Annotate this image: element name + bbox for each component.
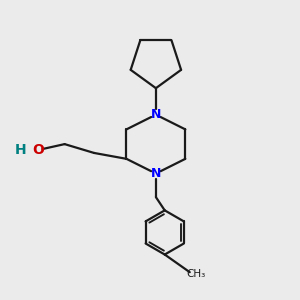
- Text: N: N: [151, 108, 161, 121]
- Text: N: N: [151, 167, 161, 180]
- Text: H: H: [15, 143, 26, 157]
- Text: CH₃: CH₃: [186, 269, 206, 279]
- Text: O: O: [32, 143, 44, 157]
